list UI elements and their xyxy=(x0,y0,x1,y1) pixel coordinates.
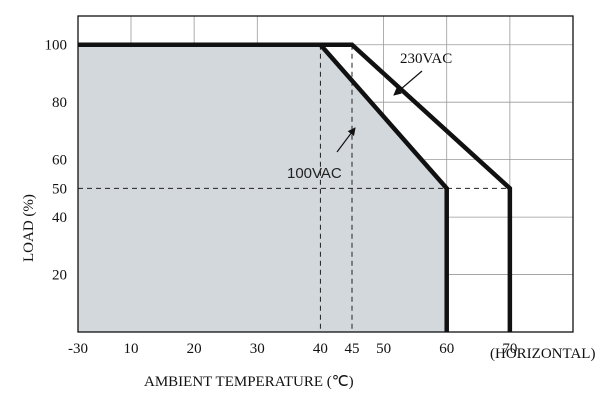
x-tick-label-20: 20 xyxy=(187,341,202,357)
x-axis-label-extra: (HORIZONTAL) xyxy=(490,346,595,362)
y-tick-label-60: 60 xyxy=(52,153,67,169)
annotation-230vac-arrow xyxy=(393,70,423,96)
y-tick-label-80: 80 xyxy=(52,95,67,111)
annotation-230vac: 230VAC xyxy=(400,51,452,67)
y-axis-ticks: 100 80 60 50 40 20 xyxy=(45,38,68,284)
y-axis-label: LOAD (%) xyxy=(21,194,37,262)
x-tick-label-60: 60 xyxy=(439,341,454,357)
x-tick-label-30: 30 xyxy=(250,341,265,357)
y-tick-label-40: 40 xyxy=(52,210,67,226)
x-axis-ticks: -30 10 20 30 40 45 50 60 70 xyxy=(68,341,517,357)
plot-frame xyxy=(77,15,574,333)
y-tick-label-50: 50 xyxy=(52,181,67,197)
x-tick-label-50: 50 xyxy=(376,341,391,357)
x-tick-label-neg30: -30 xyxy=(68,341,88,357)
x-tick-label-45: 45 xyxy=(345,341,360,357)
series-line-230vac xyxy=(78,42,513,332)
series-layer xyxy=(78,42,513,332)
x-tick-label-70: 70 xyxy=(502,341,517,357)
reference-lines xyxy=(78,44,510,332)
annotation-100vac: 100VAC xyxy=(287,165,342,182)
x-tick-label-10: 10 xyxy=(124,341,139,357)
y-tick-label-20: 20 xyxy=(52,268,67,284)
x-axis-label: AMBIENT TEMPERATURE (℃) xyxy=(144,374,354,390)
x-tick-label-40: 40 xyxy=(313,341,328,357)
y-tick-label-100: 100 xyxy=(45,38,68,54)
annotation-100vac-arrow xyxy=(336,127,356,153)
